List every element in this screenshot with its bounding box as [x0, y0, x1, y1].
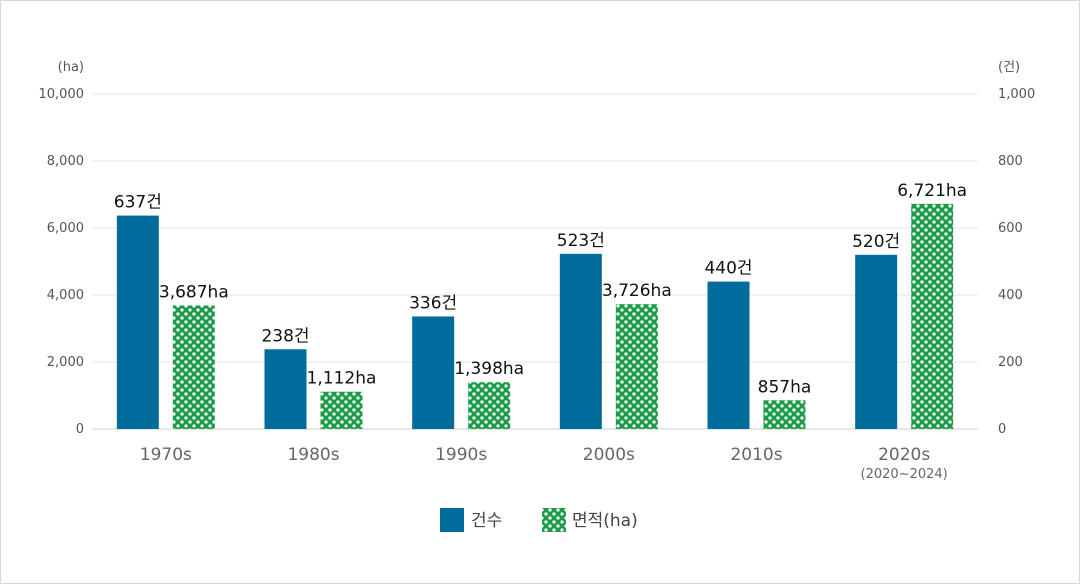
bar-count	[707, 281, 750, 429]
y-right-tick-label: 600	[998, 221, 1023, 236]
y-left-tick-label: 2,000	[47, 355, 84, 370]
bar-area-label: 3,687ha	[159, 282, 229, 302]
bar-count	[116, 215, 159, 429]
legend-swatch-area	[542, 508, 566, 532]
y-left-tick-label: 8,000	[47, 154, 84, 169]
y-right-tick-label: 400	[998, 288, 1023, 303]
x-category-label: 2020s	[878, 445, 930, 465]
bar-area-label: 857ha	[758, 377, 812, 397]
bar-area	[911, 203, 954, 429]
y-left-tick-label: 0	[76, 422, 84, 437]
legend-label-area: 면적(ha)	[572, 511, 638, 531]
x-category-label: 2000s	[583, 445, 635, 465]
y-right-unit: (건)	[998, 60, 1020, 75]
legend-label-count: 건수	[471, 511, 502, 531]
bar-area	[468, 382, 511, 429]
bar-area	[320, 391, 363, 429]
bar-count-label: 238건	[261, 326, 309, 346]
bar-area	[172, 305, 215, 429]
bar-area	[615, 304, 658, 429]
bar-count-label: 440건	[704, 259, 752, 279]
bar-count-label: 637건	[114, 193, 162, 213]
bar-count-label: 523건	[557, 231, 605, 251]
bar-count	[559, 253, 602, 429]
bar-count-label: 336건	[409, 293, 457, 313]
bar-count	[855, 254, 898, 429]
bar-count	[264, 349, 307, 429]
x-category-label: 1970s	[140, 445, 192, 465]
bar-count-label: 520건	[852, 232, 900, 252]
y-right-tick-label: 200	[998, 355, 1023, 370]
y-right-tick-label: 800	[998, 154, 1023, 169]
legend-swatch-count	[440, 508, 464, 532]
bar-area-label: 1,398ha	[454, 359, 524, 379]
x-category-label: 1980s	[287, 445, 339, 465]
bar-area-label: 3,726ha	[602, 281, 672, 301]
y-right-tick-label: 0	[998, 422, 1006, 437]
x-category-sublabel: (2020~2024)	[861, 467, 948, 482]
bar-area-label: 6,721ha	[897, 181, 967, 201]
bar-area	[763, 400, 806, 429]
x-category-label: 2010s	[730, 445, 782, 465]
y-left-tick-label: 6,000	[47, 221, 84, 236]
bar-count	[412, 316, 455, 429]
bar-area-label: 1,112ha	[307, 369, 377, 389]
y-right-tick-label: 1,000	[998, 87, 1035, 102]
y-left-unit: (ha)	[58, 60, 84, 75]
x-category-label: 1990s	[435, 445, 487, 465]
y-left-tick-label: 4,000	[47, 288, 84, 303]
y-left-tick-label: 10,000	[39, 87, 85, 102]
